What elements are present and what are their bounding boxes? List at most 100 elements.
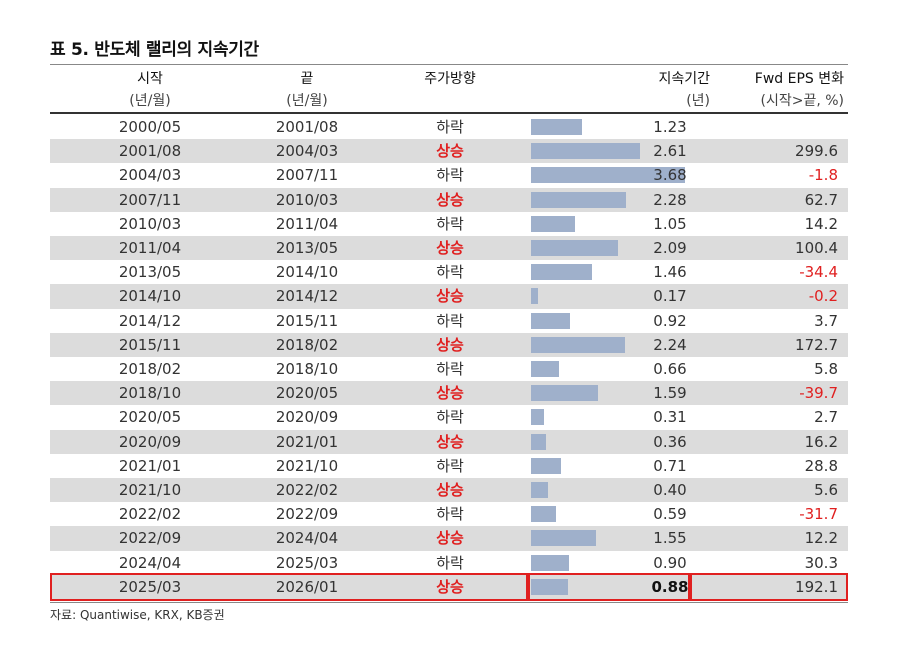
table-row: 2021/10 2022/02 상승 0.40 5.6 <box>50 478 848 503</box>
price-direction: 상승 <box>436 481 464 499</box>
duration-value: 0.31 <box>653 408 687 427</box>
eps-change: 5.8 <box>814 360 838 378</box>
highlight-box-duration <box>528 572 690 601</box>
eps-change: 30.3 <box>804 553 838 572</box>
end-date: 2015/11 <box>275 311 339 330</box>
price-direction: 상승 <box>436 239 464 257</box>
duration-value: 1.23 <box>653 118 687 136</box>
eps-change: 3.7 <box>814 311 838 330</box>
start-date: 2004/03 <box>118 166 182 185</box>
table-row: 2022/02 2022/09 하락 0.59 -31.7 <box>50 502 848 526</box>
header-start-unit: (년/월) <box>129 93 171 109</box>
table-row: 2020/09 2021/01 상승 0.36 16.2 <box>50 429 848 454</box>
eps-change: -34.4 <box>799 263 838 282</box>
table-row: 2021/01 2021/10 하락 0.71 28.8 <box>50 454 848 478</box>
duration-value: 0.17 <box>653 287 687 306</box>
duration-value: 0.59 <box>653 505 687 524</box>
price-direction: 하락 <box>436 505 464 524</box>
table-row: 2020/05 2020/09 하락 0.31 2.7 <box>50 405 848 429</box>
duration-bar <box>531 167 685 184</box>
start-date: 2025/03 <box>118 577 182 596</box>
table-row-highlighted: 2025/03 2026/01 상승 0.88 192.1 <box>50 574 848 599</box>
highlight-box-eps <box>690 572 848 601</box>
start-date: 2024/04 <box>118 553 182 572</box>
start-date: 2014/12 <box>118 311 182 330</box>
start-date: 2007/11 <box>118 190 182 209</box>
price-direction: 하락 <box>436 214 464 233</box>
duration-value: 0.71 <box>653 456 687 475</box>
start-date: 2020/09 <box>118 432 182 451</box>
duration-value: 1.59 <box>653 384 687 403</box>
header-direction: 주가방향 <box>424 71 476 87</box>
duration-bar <box>531 264 593 281</box>
highlight-box-left <box>50 572 528 601</box>
start-date: 2020/05 <box>118 408 182 427</box>
end-date: 2011/04 <box>275 214 339 233</box>
eps-change: 299.6 <box>795 142 838 161</box>
duration-bar <box>531 457 561 474</box>
eps-change: -39.7 <box>799 384 838 403</box>
duration-bar <box>531 215 575 232</box>
start-date: 2021/01 <box>118 456 182 475</box>
duration-bar <box>531 361 559 377</box>
price-direction: 하락 <box>436 408 464 427</box>
table-row: 2022/09 2024/04 상승 1.55 12.2 <box>50 526 848 551</box>
duration-bar <box>531 433 547 450</box>
header-duration-unit: (년) <box>686 93 710 109</box>
table-row: 2007/11 2010/03 상승 2.28 62.7 <box>50 187 848 212</box>
header-start: 시작 <box>137 71 163 87</box>
duration-value: 0.88 <box>651 577 689 596</box>
header-duration: 지속기간 <box>658 71 710 87</box>
table-row: 2000/05 2001/08 하락 1.23 <box>50 115 848 139</box>
duration-value: 2.09 <box>653 239 687 257</box>
duration-bar <box>531 409 544 426</box>
price-direction: 하락 <box>436 118 464 136</box>
end-date: 2018/02 <box>275 335 339 354</box>
duration-value: 0.66 <box>653 360 687 378</box>
table-row: 2001/08 2004/03 상승 2.61 299.6 <box>50 139 848 164</box>
table-title: 표 5. 반도체 랠리의 지속기간 <box>50 40 259 60</box>
end-date: 2018/10 <box>275 360 339 378</box>
end-date: 2020/05 <box>275 384 339 403</box>
start-date: 2018/02 <box>118 360 182 378</box>
eps-change: 100.4 <box>795 239 838 257</box>
end-date: 2026/01 <box>275 577 339 596</box>
table-row: 2004/03 2007/11 하락 3.68 -1.8 <box>50 163 848 187</box>
duration-bar <box>531 312 570 329</box>
duration-bar <box>531 288 539 305</box>
table-row: 2018/10 2020/05 상승 1.59 -39.7 <box>50 381 848 406</box>
end-date: 2004/03 <box>275 142 339 161</box>
price-direction: 상승 <box>436 335 464 354</box>
duration-value: 0.40 <box>653 481 687 499</box>
header-eps: Fwd EPS 변화 <box>754 71 844 87</box>
price-direction: 하락 <box>436 166 464 185</box>
eps-change: 192.1 <box>795 577 838 596</box>
duration-value: 2.61 <box>653 142 687 161</box>
eps-change <box>690 115 838 139</box>
eps-change: 62.7 <box>804 190 838 209</box>
duration-value: 2.28 <box>653 190 687 209</box>
header-eps-unit: (시작>끝, %) <box>760 93 845 109</box>
eps-change: 5.6 <box>814 481 838 499</box>
end-date: 2020/09 <box>275 408 339 427</box>
header-end-unit: (년/월) <box>286 93 328 109</box>
start-date: 2013/05 <box>118 263 182 282</box>
eps-change: -31.7 <box>799 505 838 524</box>
end-date: 2021/10 <box>275 456 339 475</box>
end-date: 2022/02 <box>275 481 339 499</box>
duration-value: 2.24 <box>653 335 687 354</box>
end-date: 2025/03 <box>275 553 339 572</box>
duration-bar <box>531 578 568 595</box>
table-row: 2015/11 2018/02 상승 2.24 172.7 <box>50 332 848 357</box>
start-date: 2010/03 <box>118 214 182 233</box>
end-date: 2024/04 <box>275 529 339 548</box>
duration-bar <box>531 554 569 571</box>
end-date: 2022/09 <box>275 505 339 524</box>
start-date: 2001/08 <box>118 142 182 161</box>
eps-change: 12.2 <box>804 529 838 548</box>
start-date: 2021/10 <box>118 481 182 499</box>
table-row: 2014/10 2014/12 상승 0.17 -0.2 <box>50 284 848 309</box>
duration-value: 0.90 <box>653 553 687 572</box>
duration-value: 1.55 <box>653 529 687 548</box>
eps-change: 2.7 <box>814 408 838 427</box>
